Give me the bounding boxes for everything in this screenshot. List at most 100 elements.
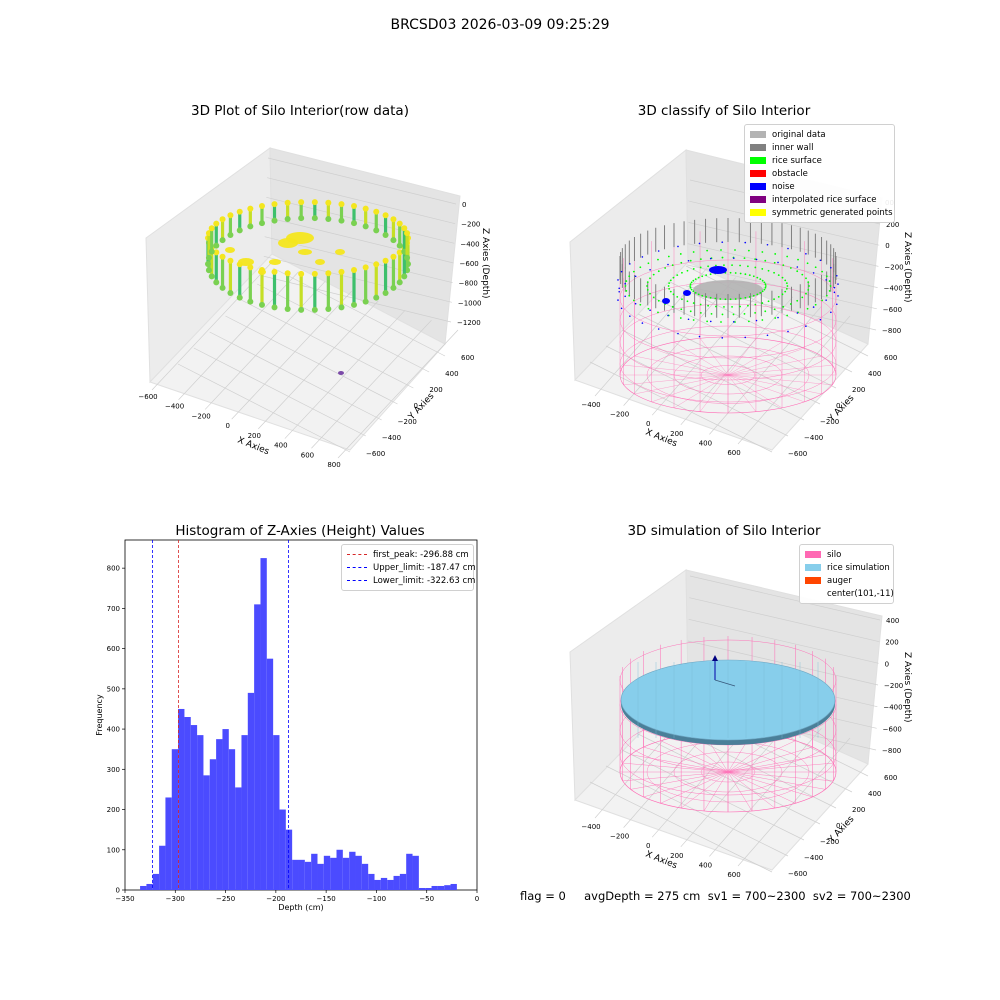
rice-surface-point [796, 270, 799, 273]
x-tick-label: 600 [301, 451, 314, 459]
rice-surface-point [761, 290, 764, 293]
histogram-chart: −350 −300 −250 −200 −150 −100 −50 0 0 100 200 300 4… [95, 539, 479, 912]
noise-point [677, 245, 679, 248]
rice-surface-point [715, 305, 717, 308]
wall-bottom-point [404, 254, 411, 261]
noise-point [687, 259, 690, 262]
rice-surface-point [729, 271, 732, 274]
rice-surface-point [734, 272, 737, 274]
rice-surface-point [649, 292, 651, 295]
rice-surface-point [671, 264, 674, 267]
rice-surface-point [764, 310, 767, 313]
noise-point [837, 295, 839, 297]
rice-surface-point [715, 264, 717, 267]
silo-base-spoke [727, 347, 805, 376]
rice-surface-point [744, 296, 747, 299]
silo-wall-ring [619, 325, 837, 403]
rice-surface-point [723, 305, 725, 308]
rice-surface-point [821, 299, 824, 302]
x-tick-label: 200 [248, 432, 261, 440]
rice-surface-point [786, 255, 789, 258]
grid-line [231, 290, 352, 420]
noise-point [687, 318, 690, 321]
raw-3d-title: 3D Plot of Silo Interior(row data) [191, 103, 409, 119]
grid-line [262, 275, 452, 323]
noise-cluster [662, 298, 670, 304]
classify-3d-title: 3D classify of Silo Interior [637, 103, 811, 119]
rice-surface-point [639, 266, 642, 269]
rice-surface-point [724, 298, 727, 301]
rice-surface-point [680, 308, 683, 311]
wall-bottom-point [338, 304, 345, 311]
rice-surface-point [759, 292, 762, 294]
histogram-bar [184, 717, 191, 890]
rice-surface-point [773, 298, 775, 301]
noise-point [667, 314, 669, 317]
silo-base-spoke [623, 374, 729, 385]
legend-item-rice-surface: rice surface [750, 154, 888, 167]
rice-surface-point [667, 255, 670, 258]
rice-surface-point [676, 274, 679, 277]
wall-top-point [338, 201, 345, 208]
x-tick-label: −350 [115, 895, 134, 903]
legend-item-rice-simulation: rice simulation [805, 561, 890, 574]
wall-top-point [338, 268, 345, 275]
surface-point-cluster [238, 258, 254, 266]
y-axis-label: Y Axies [826, 393, 856, 425]
legend-item-obstacle: obstacle [750, 167, 888, 180]
rice-surface-point [806, 262, 809, 265]
silo-base-spoke [727, 374, 783, 409]
rice-surface-point [625, 290, 628, 292]
rice-surface-point [782, 305, 785, 308]
silo-base-ring [700, 761, 756, 783]
histogram-bar [393, 875, 400, 890]
rice-surface-point [739, 272, 742, 275]
wall-bottom-point [227, 231, 234, 238]
histogram-bar [197, 735, 204, 890]
rice-surface-point [759, 278, 762, 280]
rice-surface-point [723, 264, 725, 267]
x-tick-label: −400 [165, 403, 184, 411]
silo-base-spoke [623, 365, 729, 376]
histogram-bar [254, 604, 261, 890]
y-tick-label: 0 [836, 822, 840, 830]
z-tick-label: 0 [462, 201, 466, 209]
rice-surface-point [721, 313, 724, 316]
x-tick-label: 0 [646, 842, 650, 850]
wall-top-point [325, 270, 332, 277]
histogram-bar [342, 857, 350, 890]
y-tick-label: 200 [852, 806, 865, 814]
histogram-bar [209, 759, 217, 890]
wall-top-point [298, 270, 305, 277]
rice-surface-point [754, 303, 757, 306]
rice-surface-point [764, 285, 767, 287]
legend-item-inner-wall: inner wall [750, 141, 888, 154]
legend-item-center: center(101,-11) [827, 588, 894, 599]
histogram-bar [216, 739, 223, 890]
rice-surface-point [705, 274, 708, 277]
z-tick-label: −600 [883, 306, 902, 314]
noise-point [819, 259, 822, 262]
rice-surface-point [692, 279, 695, 282]
noise-point [812, 272, 815, 274]
simulation-legend: silo rice simulation auger center(101,-1… [799, 544, 894, 604]
x-tick-label: −200 [610, 833, 629, 841]
rice-surface-point [748, 274, 751, 277]
grid-line [637, 733, 821, 825]
z-tick-label: 200 [886, 221, 899, 229]
histogram-bar [450, 883, 457, 890]
noise-point [796, 266, 799, 268]
wall-top-point [373, 261, 380, 268]
x-tick-label: 200 [670, 852, 683, 860]
z-tick-label: −800 [882, 747, 901, 755]
y-tick-label: 0 [116, 887, 120, 895]
z-axis-label: Z Axies (Depth) [480, 228, 490, 299]
center-marker [712, 655, 718, 661]
rice-surface-point [761, 251, 764, 253]
noise-point [629, 315, 631, 317]
wall-top-point [227, 257, 234, 264]
wall-bottom-point [390, 284, 397, 291]
rice-surface-point [731, 305, 733, 308]
raw-3d-plot: −600−400−2000200400600800−600−400−200020… [138, 147, 490, 469]
wall-bottom-point [338, 217, 345, 224]
